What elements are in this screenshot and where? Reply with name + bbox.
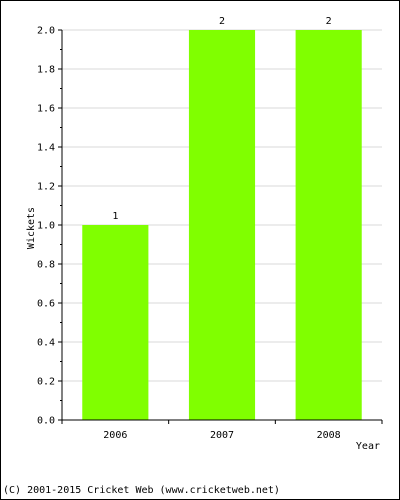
- x-tick-label: 2007: [210, 430, 234, 441]
- y-tick-label: 2.0: [37, 26, 55, 37]
- y-tick-label: 0.2: [37, 377, 55, 388]
- data-labels: 1 2 2: [112, 16, 331, 222]
- bar-2007: [188, 30, 256, 420]
- x-tick-label: 2006: [103, 430, 127, 441]
- x-tick-label: 2008: [317, 430, 341, 441]
- y-tick-label: 0.8: [37, 260, 55, 271]
- data-label-2007: 2: [219, 16, 225, 27]
- y-axis-label: Wickets: [26, 207, 37, 249]
- bars: [82, 30, 362, 420]
- x-axis-label: Year: [356, 441, 380, 452]
- y-tick-label: 0.4: [37, 338, 55, 349]
- y-tick-label: 1.4: [37, 143, 55, 154]
- y-tick-label: 1.8: [37, 65, 55, 76]
- axes: [58, 29, 383, 424]
- bar-2006: [82, 225, 149, 420]
- y-tick-label: 1.6: [37, 104, 55, 115]
- y-tick-label: 1.2: [37, 182, 55, 193]
- bar-2008: [295, 30, 362, 420]
- x-tick-labels: 2006 2007 2008: [103, 430, 340, 441]
- y-tick-label: 0.0: [37, 416, 55, 427]
- y-tick-label: 0.6: [37, 299, 55, 310]
- data-label-2008: 2: [326, 16, 332, 27]
- y-tick-labels: 0.0 0.2 0.4 0.6 0.8 1.0 1.2 1.4 1.6 1.8 2.0: [37, 26, 55, 427]
- data-label-2006: 1: [112, 211, 118, 222]
- copyright-footer: (C) 2001-2015 Cricket Web (www.cricketwe…: [3, 485, 280, 496]
- y-tick-label: 1.0: [37, 221, 55, 232]
